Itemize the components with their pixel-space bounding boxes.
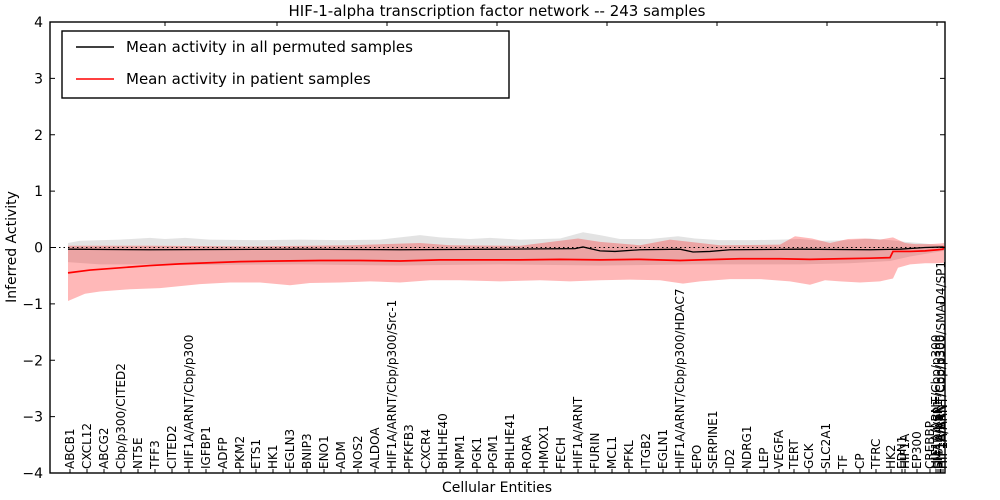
x-entity-label: TFRC <box>869 439 883 470</box>
x-entity-label: PGM1 <box>486 434 500 469</box>
x-entity-label: EPO <box>690 445 704 469</box>
x-entity-label: TFF3 <box>148 440 162 470</box>
x-entity-label: RORA <box>520 434 534 469</box>
y-tick-label: 3 <box>34 71 43 87</box>
x-entity-label: TERT <box>787 439 801 470</box>
x-entity-label: ITGB2 <box>639 433 653 469</box>
y-axis-label: Inferred Activity <box>4 191 20 303</box>
x-entity-label: ADFP <box>216 437 230 469</box>
x-entity-label: BNIP3 <box>300 433 314 469</box>
x-entity-label: Cbp/p300/CITED2 <box>114 363 128 469</box>
confidence-bands <box>68 232 944 302</box>
x-entity-label: FURIN <box>588 432 602 469</box>
y-tick-label: 1 <box>34 184 43 200</box>
x-entity-label: EGLN1 <box>656 429 670 469</box>
y-tick-label: −2 <box>22 353 43 369</box>
y-tick-labels: 4 3 2 1 0 −1 −2 −3 −4 <box>22 15 43 482</box>
x-entity-label: ID2 <box>723 449 737 469</box>
x-entity-label: NPM1 <box>453 435 467 469</box>
x-entity-label: LEP <box>757 447 771 469</box>
x-entity-label: HIF1A/ARNT/Cbp/p300/HDAC7 <box>673 288 687 469</box>
chart-title: HIF-1-alpha transcription factor network… <box>289 2 706 20</box>
y-tick-label: −4 <box>22 466 43 482</box>
x-axis-label: Cellular Entities <box>442 480 552 496</box>
y-tick-label: −3 <box>22 410 43 426</box>
x-entity-label: HIF1A/ARNT/Cbp/p300/Src-1 <box>385 300 399 469</box>
legend: Mean activity in all permuted samples Me… <box>61 30 510 99</box>
x-entity-label: EP300 <box>910 431 924 469</box>
x-entity-label: HIF1A/ARNT <box>936 396 950 469</box>
x-entity-label: NT5E <box>131 437 145 469</box>
x-entity-label: EGLN3 <box>283 429 297 469</box>
x-entity-label: ADM <box>334 441 348 469</box>
x-entity-label: HIF1A/ARNT/Cbp/p300 <box>182 335 196 469</box>
x-entity-label: ABCB1 <box>63 429 77 469</box>
x-entity-label: HIF1A/ARNT/Cbp/p300 <box>929 335 943 469</box>
x-entity-label: ALDOA <box>368 427 382 469</box>
x-entity-label: FECH <box>554 437 568 469</box>
y-tick-label: 4 <box>34 15 43 31</box>
x-entity-label: CP <box>853 453 867 469</box>
x-entity-label: PFKL <box>622 440 636 469</box>
x-entity-label: HIF1A <box>898 433 912 469</box>
legend-label-permuted: Mean activity in all permuted samples <box>126 38 413 56</box>
legend-box <box>61 30 510 99</box>
y-tick-label: −1 <box>22 297 43 313</box>
x-entity-labels: ABCB1 CXCL12 ABCG2 Cbp/p300/CITED2 NT5E TFF3 C… <box>63 261 950 470</box>
x-entity-label: HMOX1 <box>537 425 551 469</box>
x-entity-label: HK2 <box>884 444 898 469</box>
x-entity-label: CXCR4 <box>419 429 433 469</box>
mean-lines <box>67 246 945 274</box>
x-entity-label: PGK1 <box>470 437 484 469</box>
y-tick-label: 2 <box>34 128 43 144</box>
x-entity-label: PKM2 <box>233 436 247 469</box>
x-entity-label: CREBBP <box>923 421 937 469</box>
mean-line-permuted <box>67 246 945 253</box>
x-entity-label: ENO1 <box>317 435 331 469</box>
x-entity-label: SLC2A1 <box>819 423 833 469</box>
x-entity-label: ETS1 <box>249 439 263 469</box>
x-entity-label: SERPINE1 <box>706 410 720 469</box>
band-patient <box>68 236 944 302</box>
legend-label-patient: Mean activity in patient samples <box>126 70 371 88</box>
x-entity-label: VEGFA <box>772 429 786 469</box>
x-entity-label: MCL1 <box>605 436 619 469</box>
x-entity-label: IGFBP1 <box>199 426 213 469</box>
plot-frame <box>49 21 946 474</box>
x-entity-label: EDN1 <box>895 436 909 469</box>
x-entity-label: CITED2 <box>165 425 179 469</box>
x-entity-label: TF <box>836 455 850 470</box>
x-entity-label: BHLHE40 <box>436 413 450 469</box>
x-entity-label: BHLHE41 <box>503 413 517 469</box>
x-entity-label: NDRG1 <box>740 426 754 470</box>
x-entity-label: HIF1A/ARNT/Cbp/p300 <box>933 335 947 469</box>
x-entity-label: HK1 <box>266 444 280 469</box>
y-tick-label: 0 <box>34 241 43 257</box>
x-entity-label: ABCG2 <box>97 427 111 469</box>
x-entity-label: NOS2 <box>351 435 365 469</box>
x-entity-label: PFKFB3 <box>402 424 416 469</box>
x-entity-label: GCK <box>802 442 816 469</box>
x-entity-label: CXCL12 <box>80 423 94 469</box>
mean-line-patient <box>67 246 945 274</box>
x-entity-label: HIF1A/ARNT <box>571 396 585 469</box>
